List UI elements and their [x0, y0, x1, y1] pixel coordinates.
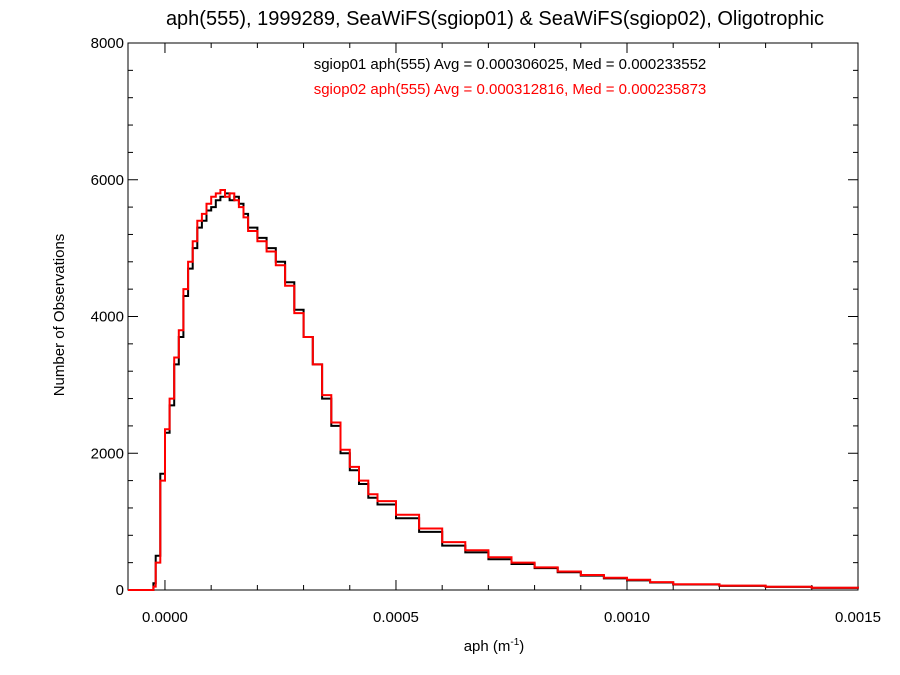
series-line-sgiop02	[128, 189, 859, 591]
series-line-sgiop01	[128, 192, 859, 591]
x-tick-label: 0.0005	[373, 609, 419, 626]
y-tick-label: 4000	[91, 309, 124, 326]
stats-sgiop02: sgiop02 aph(555) Avg = 0.000312816, Med …	[314, 81, 707, 98]
stats-sgiop01: sgiop01 aph(555) Avg = 0.000306025, Med …	[314, 56, 707, 73]
plot-frame	[127, 42, 859, 591]
x-tick-label: 0.0010	[604, 609, 650, 626]
y-tick-label: 8000	[91, 35, 124, 52]
x-tick-label: 0.0000	[142, 609, 188, 626]
y-tick-label: 6000	[91, 172, 124, 189]
axes-layer: 0.0000 0.0005 0.0010 0.0015 0 2000 4000 6000 800…	[91, 35, 881, 626]
series-layer	[128, 189, 859, 591]
chart-title: aph(555), 1999289, SeaWiFS(sgiop01) & Se…	[165, 8, 825, 30]
y-axis-label: Number of Observations	[51, 234, 68, 397]
y-tick-label: 2000	[91, 445, 124, 462]
x-tick-label: 0.0015	[835, 609, 881, 626]
y-tick-label: 0	[116, 582, 124, 599]
x-axis-label: aph (m-1)	[464, 637, 525, 655]
